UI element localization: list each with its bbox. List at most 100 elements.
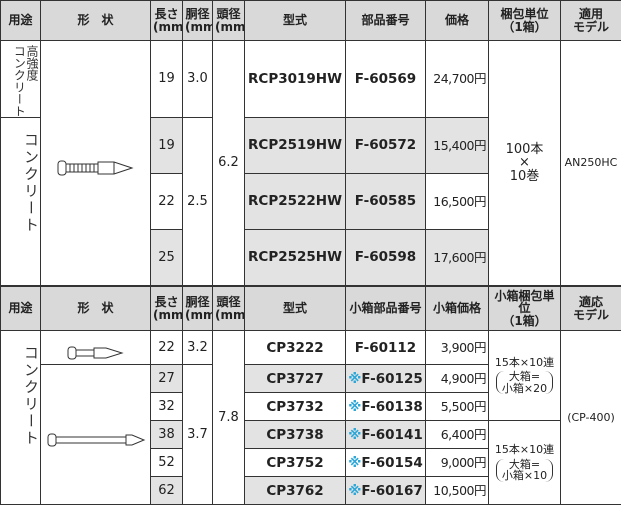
price: 10,500円: [426, 477, 489, 505]
shank: 3.0: [183, 41, 213, 118]
part: ※F-60125: [346, 365, 426, 393]
price: 15,400円: [426, 118, 489, 174]
type: CP3732: [245, 393, 346, 421]
shank: 2.5: [183, 118, 213, 286]
header-cell: 形 状: [41, 287, 151, 331]
price: 24,700円: [426, 41, 489, 118]
model: AN250HC: [561, 41, 621, 286]
part-mark: ※: [348, 427, 361, 443]
header-cell: 形 状: [41, 1, 151, 41]
length: 19: [151, 118, 183, 174]
packing-count: 15本×10連: [495, 443, 554, 456]
type: RCP2525HW: [245, 230, 346, 286]
length: 52: [151, 449, 183, 477]
part: F-60112: [346, 331, 426, 365]
packing: 15本×10連大箱= 小箱×10: [489, 421, 561, 505]
row: 高強度 コンクリート 19 3.0 6.2 RCP3019HW F-60569 …: [1, 41, 621, 118]
length: 25: [151, 230, 183, 286]
header-cell: 価格: [426, 1, 489, 41]
price: 16,500円: [426, 174, 489, 230]
price: 17,600円: [426, 230, 489, 286]
top-table: 用途 形 状 長さ (mm) 胴径 (mm) 頭径 (mm) 型式 部品番号 価…: [0, 0, 621, 286]
header-cell: 型式: [245, 287, 346, 331]
length: 27: [151, 365, 183, 393]
price: 4,900円: [426, 365, 489, 393]
part: ※F-60154: [346, 449, 426, 477]
type: RCP2519HW: [245, 118, 346, 174]
part: F-60572: [346, 118, 426, 174]
header-cell: 小箱梱包単位 （1箱）: [489, 287, 561, 331]
part: ※F-60167: [346, 477, 426, 505]
packing-count: 15本×10連: [495, 356, 554, 369]
bottom-table: 用途 形 状 長さ (mm) 胴径 (mm) 頭径 (mm) 型式 小箱部品番号…: [0, 286, 621, 505]
header-cell: 梱包単位 （1箱）: [489, 1, 561, 41]
type: CP3752: [245, 449, 346, 477]
type: CP3222: [245, 331, 346, 365]
use-cell: 高強度 コンクリート: [1, 41, 41, 118]
price: 9,000円: [426, 449, 489, 477]
header-cell: 用途: [1, 1, 41, 41]
type: CP3727: [245, 365, 346, 393]
length: 22: [151, 174, 183, 230]
length: 19: [151, 41, 183, 118]
header-row: 用途 形 状 長さ (mm) 胴径 (mm) 頭径 (mm) 型式 小箱部品番号…: [1, 287, 621, 331]
shank: 3.7: [183, 365, 213, 505]
header-cell: 頭径 (mm): [213, 287, 245, 331]
shape-cell: [41, 365, 151, 505]
packing-note: 大箱= 小箱×20: [496, 371, 553, 394]
part: ※F-60141: [346, 421, 426, 449]
nail-icon: [46, 432, 146, 448]
nail-icon: [66, 345, 126, 361]
price: 5,500円: [426, 393, 489, 421]
part-number: F-60154: [361, 455, 422, 471]
model: (CP-400): [561, 331, 621, 505]
header-cell: 長さ (mm): [151, 1, 183, 41]
use-cell: コンクリート: [1, 331, 41, 505]
header-cell: 部品番号: [346, 1, 426, 41]
type: RCP3019HW: [245, 41, 346, 118]
head: 7.8: [213, 331, 245, 505]
part: F-60598: [346, 230, 426, 286]
length: 22: [151, 331, 183, 365]
part-mark: ※: [348, 483, 361, 499]
header-cell: 小箱部品番号: [346, 287, 426, 331]
header-row: 用途 形 状 長さ (mm) 胴径 (mm) 頭径 (mm) 型式 部品番号 価…: [1, 1, 621, 41]
shank: 3.2: [183, 331, 213, 365]
shape-cell: [41, 41, 151, 286]
row: コンクリート 22 3.2 7.8 CP3222 F-60112 3,900円 …: [1, 331, 621, 365]
packing: 100本 × 10巻: [489, 41, 561, 286]
part-number: F-60125: [361, 371, 422, 387]
type: CP3738: [245, 421, 346, 449]
part: F-60569: [346, 41, 426, 118]
header-cell: 型式: [245, 1, 346, 41]
part-mark: ※: [348, 455, 361, 471]
shape-cell: [41, 331, 151, 365]
length: 62: [151, 477, 183, 505]
type: CP3762: [245, 477, 346, 505]
use-cell: コンクリート: [1, 118, 41, 286]
packing-note: 大箱= 小箱×10: [496, 459, 553, 482]
part-number: F-60112: [355, 340, 416, 356]
price: 6,400円: [426, 421, 489, 449]
price: 3,900円: [426, 331, 489, 365]
header-cell: 適応 モデル: [561, 287, 621, 331]
header-cell: 胴径 (mm): [183, 287, 213, 331]
part-mark: ※: [348, 371, 361, 387]
type: RCP2522HW: [245, 174, 346, 230]
header-cell: 頭径 (mm): [213, 1, 245, 41]
header-cell: 長さ (mm): [151, 287, 183, 331]
part: ※F-60138: [346, 393, 426, 421]
packing: 15本×10連大箱= 小箱×20: [489, 331, 561, 421]
header-cell: 適用 モデル: [561, 1, 621, 41]
header-cell: 胴径 (mm): [183, 1, 213, 41]
part-mark: ※: [348, 399, 361, 415]
part-number: F-60167: [361, 483, 422, 499]
length: 38: [151, 421, 183, 449]
length: 32: [151, 393, 183, 421]
nail-icon: [56, 157, 136, 179]
header-cell: 用途: [1, 287, 41, 331]
part-number: F-60138: [361, 399, 422, 415]
part-number: F-60141: [361, 427, 422, 443]
part: F-60585: [346, 174, 426, 230]
